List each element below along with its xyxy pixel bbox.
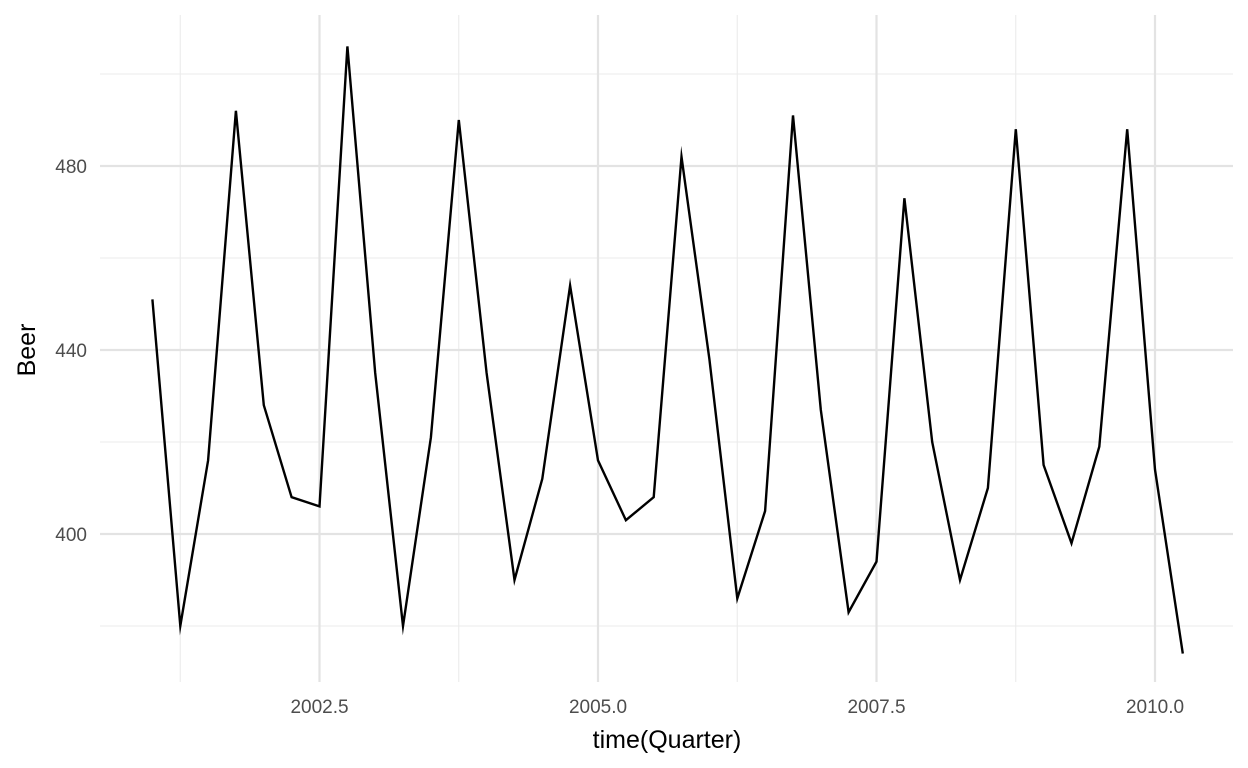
x-axis-title: time(Quarter) [593, 726, 742, 754]
y-tick-label: 440 [55, 341, 87, 362]
series-layer [151, 46, 1184, 654]
y-tick-label: 480 [55, 157, 87, 178]
x-tick-label: 2002.5 [290, 697, 348, 718]
y-tick-label: 400 [55, 525, 87, 546]
series-line [151, 46, 1184, 654]
x-axis-ticks: 2002.5 2005.0 2007.5 2010.0 [290, 697, 1184, 718]
y-axis-ticks: 400 440 480 [55, 157, 87, 546]
x-tick-label: 2005.0 [569, 697, 627, 718]
y-axis-title: Beer [13, 324, 41, 377]
x-tick-label: 2010.0 [1126, 697, 1184, 718]
x-tick-label: 2007.5 [847, 697, 905, 718]
